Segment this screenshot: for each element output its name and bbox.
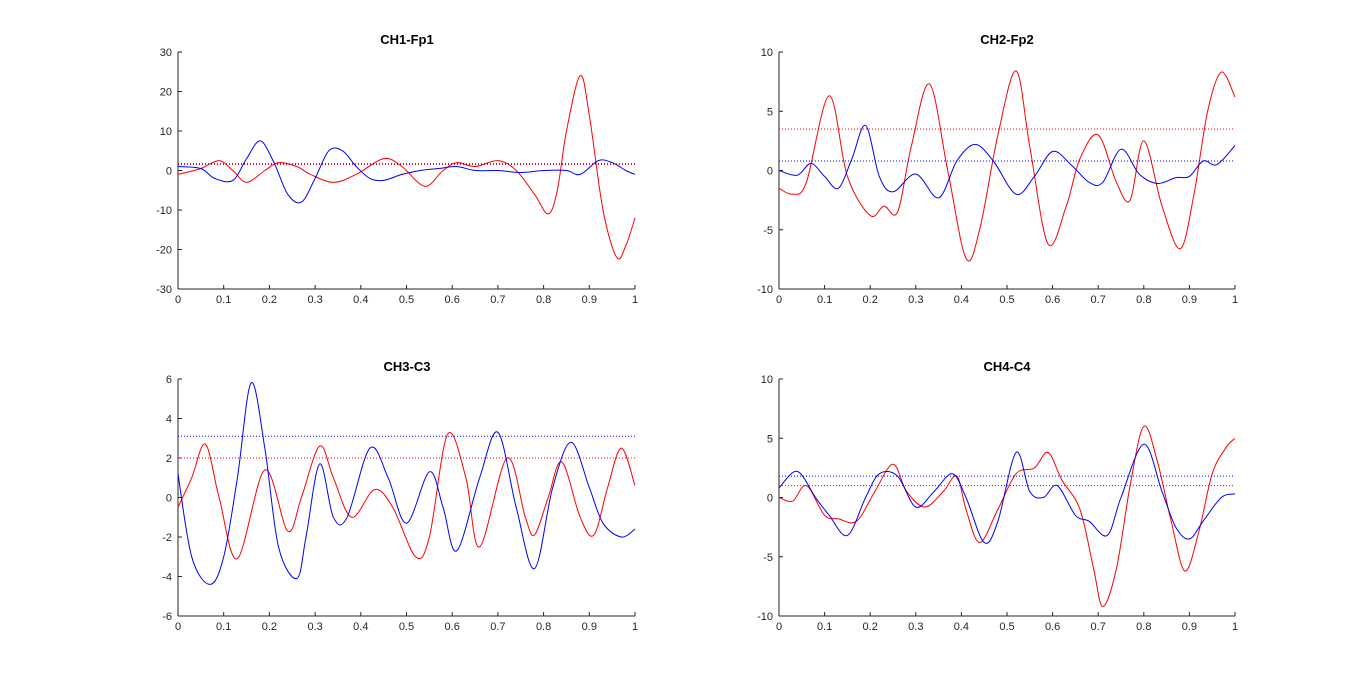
x-tick-label: 1 [632, 294, 638, 306]
subplot-ch4: CH4-C4 0 0.1 0.2 0.3 0.4 0.5 0.6 0.7 0.8 0.9 1 -10 -… [757, 359, 1238, 633]
y-tick-label: 0 [767, 493, 773, 505]
x-tick-label: 0.8 [536, 294, 551, 306]
series-blue-line [778, 124, 1236, 199]
x-tick-label: 0.2 [262, 294, 277, 306]
x-tick-label: 0.3 [307, 621, 322, 633]
subplot-ch2: CH2-Fp2 0 0.1 0.2 0.3 0.4 0.5 0.6 0.7 0.8 0.9 1 -10… [757, 32, 1238, 306]
x-tick-label: 0.7 [490, 294, 505, 306]
x-tick-label: 0.1 [216, 294, 231, 306]
plot-area-ch2: 0 0.1 0.2 0.3 0.4 0.5 0.6 0.7 0.8 0.9 1 -10 -5 0 5 10 [757, 47, 1238, 306]
subplot-ch3: CH3-C3 0 0.1 0.2 0.3 0.4 0.5 0.6 0.7 0.8 0.9 1 -6 -4… [162, 359, 638, 633]
x-tick-label: 0.9 [1182, 294, 1197, 306]
x-tick-label: 0.6 [1045, 621, 1060, 633]
x-tick-label: 0 [175, 294, 181, 306]
series-red-line [177, 75, 636, 260]
y-tick-label: 0 [166, 493, 172, 505]
x-tick-label: 0.6 [1045, 294, 1060, 306]
y-tick-label: 2 [166, 453, 172, 465]
x-tick-label: 0.5 [999, 294, 1014, 306]
x-tick-label: 0.9 [1182, 621, 1197, 633]
x-tick-label: 0 [175, 621, 181, 633]
x-tick-label: 0.5 [999, 621, 1014, 633]
series-red-line [778, 70, 1236, 262]
x-tick-label: 0.4 [353, 294, 368, 306]
x-tick-label: 0 [776, 621, 782, 633]
y-tick-label: -4 [162, 572, 172, 584]
y-tick-label: -5 [763, 225, 773, 237]
y-tick-label: -20 [156, 245, 172, 257]
x-tick-label: 0.4 [954, 621, 969, 633]
chart-title: CH1-Fp1 [380, 32, 433, 47]
x-tick-label: 0.7 [1091, 294, 1106, 306]
y-tick-label: 5 [767, 106, 773, 118]
y-tick-label: 30 [160, 47, 172, 59]
x-tick-label: 0.1 [817, 621, 832, 633]
x-tick-label: 0.6 [445, 621, 460, 633]
x-tick-label: 0.2 [863, 294, 878, 306]
x-tick-label: 0.6 [445, 294, 460, 306]
series-blue-line [177, 382, 636, 585]
plot-area-ch1: 0 0.1 0.2 0.3 0.4 0.5 0.6 0.7 0.8 0.9 1 -30 -20 -10 0 1… [156, 47, 638, 306]
x-tick-label: 1 [632, 621, 638, 633]
x-tick-label: 0.5 [399, 621, 414, 633]
subplot-ch1: CH1-Fp1 0 0.1 0.2 0.3 0.4 0.5 0.6 0.7 0.8 0.9 1 -30… [156, 32, 638, 306]
series-blue-line [177, 140, 636, 204]
x-tick-label: 0.9 [582, 621, 597, 633]
chart-title: CH4-C4 [984, 359, 1032, 374]
y-tick-label: -2 [162, 532, 172, 544]
y-tick-label: 6 [166, 374, 172, 386]
x-tick-label: 0.8 [536, 621, 551, 633]
x-tick-label: 0.8 [1136, 294, 1151, 306]
x-tick-label: 0.5 [399, 294, 414, 306]
y-tick-label: -10 [757, 611, 773, 623]
x-tick-label: 0.2 [863, 621, 878, 633]
series-red-line [778, 425, 1236, 608]
x-tick-label: 0 [776, 294, 782, 306]
y-tick-label: -30 [156, 284, 172, 296]
x-tick-label: 0.1 [216, 621, 231, 633]
x-tick-label: 0.7 [490, 621, 505, 633]
x-tick-label: 0.3 [908, 294, 923, 306]
series-red-line [177, 432, 636, 560]
y-tick-label: 20 [160, 87, 172, 99]
x-tick-label: 0.4 [954, 294, 969, 306]
x-tick-label: 0.8 [1136, 621, 1151, 633]
series-blue-line [778, 443, 1236, 544]
y-tick-label: 0 [767, 166, 773, 178]
y-tick-label: -10 [156, 205, 172, 217]
y-tick-label: -6 [162, 611, 172, 623]
y-tick-label: 10 [160, 126, 172, 138]
y-tick-label: -10 [757, 284, 773, 296]
chart-title: CH3-C3 [384, 359, 431, 374]
y-tick-label: 4 [166, 414, 172, 426]
x-tick-label: 1 [1232, 621, 1238, 633]
x-tick-label: 0.7 [1091, 621, 1106, 633]
plot-area-ch4: 0 0.1 0.2 0.3 0.4 0.5 0.6 0.7 0.8 0.9 1 -10 -5 0 5 10 [757, 374, 1238, 633]
y-tick-label: 10 [761, 47, 773, 59]
x-tick-label: 0.4 [353, 621, 368, 633]
x-tick-label: 1 [1232, 294, 1238, 306]
plot-area-ch3: 0 0.1 0.2 0.3 0.4 0.5 0.6 0.7 0.8 0.9 1 -6 -4 -2 0 2 4 6 [162, 374, 638, 633]
y-tick-label: 0 [166, 166, 172, 178]
y-tick-label: 10 [761, 374, 773, 386]
x-tick-label: 0.1 [817, 294, 832, 306]
x-tick-label: 0.3 [908, 621, 923, 633]
x-tick-label: 0.3 [307, 294, 322, 306]
y-tick-label: -5 [763, 552, 773, 564]
x-tick-label: 0.2 [262, 621, 277, 633]
y-tick-label: 5 [767, 433, 773, 445]
x-tick-label: 0.9 [582, 294, 597, 306]
chart-title: CH2-Fp2 [980, 32, 1033, 47]
